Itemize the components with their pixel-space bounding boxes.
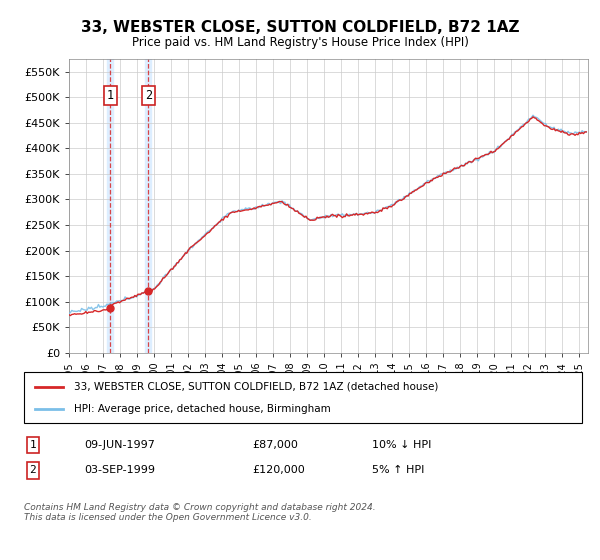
Text: 10% ↓ HPI: 10% ↓ HPI — [372, 440, 431, 450]
Text: 1: 1 — [29, 440, 37, 450]
Text: 2: 2 — [29, 465, 37, 475]
Text: 1: 1 — [107, 89, 113, 102]
Text: £87,000: £87,000 — [252, 440, 298, 450]
Text: £120,000: £120,000 — [252, 465, 305, 475]
Text: Price paid vs. HM Land Registry's House Price Index (HPI): Price paid vs. HM Land Registry's House … — [131, 36, 469, 49]
Text: 03-SEP-1999: 03-SEP-1999 — [84, 465, 155, 475]
Bar — [107, 59, 113, 353]
Text: 09-JUN-1997: 09-JUN-1997 — [84, 440, 155, 450]
Text: Contains HM Land Registry data © Crown copyright and database right 2024.
This d: Contains HM Land Registry data © Crown c… — [24, 503, 376, 522]
Bar — [145, 59, 151, 353]
Text: 5% ↑ HPI: 5% ↑ HPI — [372, 465, 424, 475]
Text: 33, WEBSTER CLOSE, SUTTON COLDFIELD, B72 1AZ (detached house): 33, WEBSTER CLOSE, SUTTON COLDFIELD, B72… — [74, 381, 439, 391]
Text: 33, WEBSTER CLOSE, SUTTON COLDFIELD, B72 1AZ: 33, WEBSTER CLOSE, SUTTON COLDFIELD, B72… — [81, 20, 519, 35]
Text: HPI: Average price, detached house, Birmingham: HPI: Average price, detached house, Birm… — [74, 404, 331, 414]
Text: 2: 2 — [145, 89, 152, 102]
